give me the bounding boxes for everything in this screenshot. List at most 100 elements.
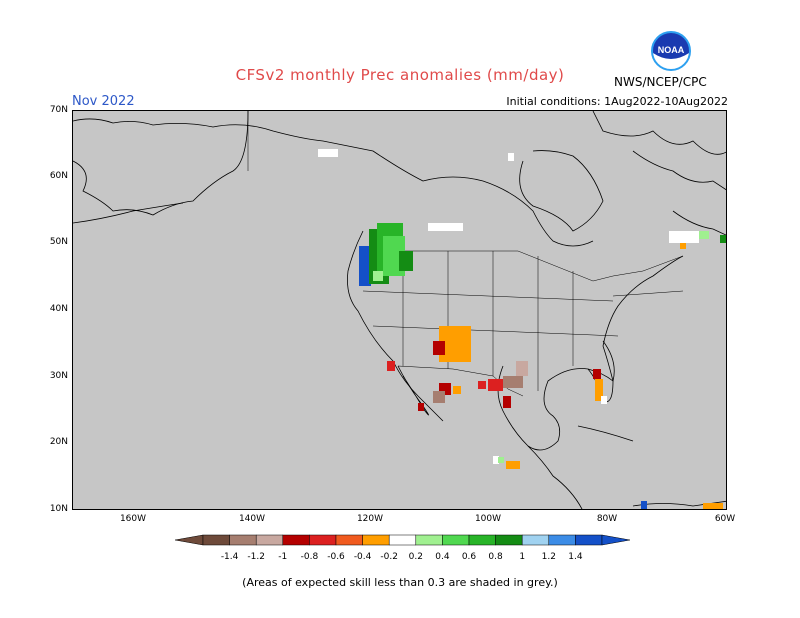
anomaly-cell: [641, 501, 647, 509]
anomaly-cell: [433, 341, 445, 355]
colorbar-tick-label: -0.2: [380, 552, 398, 562]
agency-label: NWS/NCEP/CPC: [614, 75, 707, 89]
lon-label: 160W: [119, 514, 147, 524]
anomaly-cell: [669, 231, 699, 243]
anomaly-cell: [387, 361, 395, 371]
coastline-baffin: [632, 150, 726, 191]
logo-text: NOAA: [658, 45, 685, 55]
lat-label: 40N: [49, 304, 68, 314]
initial-conditions: Initial conditions: 1Aug2022-10Aug2022: [506, 95, 728, 108]
colorbar-swatch: [202, 534, 230, 546]
map-svg: [73, 111, 726, 509]
coastline-east-us: [602, 255, 684, 347]
colorbar-swatch: [335, 534, 363, 546]
colorbar-swatch: [468, 534, 496, 546]
coastline-alaska-west: [73, 111, 249, 216]
anomaly-cell: [478, 381, 486, 389]
lon-label: 140W: [238, 514, 266, 524]
lat-label: 70N: [49, 105, 68, 115]
anomaly-cell: [399, 251, 413, 271]
colorbar-swatch: [575, 534, 603, 546]
footnote: (Areas of expected skill less than 0.3 a…: [242, 576, 558, 589]
colorbar-tick-label: 0.6: [462, 552, 477, 562]
colorbar-tick-label: 0.2: [409, 552, 423, 562]
coastline-aleutians: [73, 202, 184, 224]
colorbar-arrow-right: [601, 534, 630, 546]
anomaly-cell: [428, 223, 463, 231]
colorbar-tick-label: -0.8: [301, 552, 319, 562]
border-states-6: [362, 290, 614, 302]
colorbar-tick-label: -1: [278, 552, 287, 562]
anomaly-cell: [373, 271, 383, 281]
precip-anomalies: [318, 149, 726, 509]
coastline-gulf: [497, 340, 615, 451]
lon-label: 80W: [596, 514, 618, 524]
border-us-canada: [363, 250, 684, 282]
lat-label: 50N: [49, 237, 68, 247]
anomaly-cell: [601, 396, 607, 404]
colorbar-swatch: [362, 534, 390, 546]
coastline-hudson: [519, 150, 604, 232]
colorbar-swatch: [388, 534, 417, 546]
coastline-alaska: [73, 118, 594, 247]
colorbar-swatch: [309, 534, 337, 546]
lon-label: 120W: [356, 514, 384, 524]
colorbar-swatch: [495, 534, 523, 546]
border-states-8: [612, 290, 684, 297]
colorbar-tick-label: -0.4: [354, 552, 372, 562]
lat-label: 20N: [49, 437, 68, 447]
anomaly-cell: [699, 231, 709, 239]
forecast-month: Nov 2022: [72, 94, 135, 109]
border-states-7: [372, 325, 619, 337]
anomaly-cell: [508, 153, 514, 161]
coastline-cuba: [577, 425, 634, 442]
lon-label: 60W: [714, 514, 736, 524]
anomaly-cell: [703, 503, 723, 509]
anomaly-cell: [503, 376, 523, 388]
lon-label: 100W: [474, 514, 502, 524]
colorbar-swatch: [229, 534, 257, 546]
noaa-logo: NOAA: [651, 31, 691, 71]
colorbar-swatch: [255, 534, 284, 546]
anomaly-cell: [595, 379, 603, 401]
anomaly-cell: [488, 379, 503, 391]
anomaly-cell: [593, 369, 601, 379]
colorbar: -1.4 -1.2 -1 -0.8 -0.6 -0.4 -0.2 0.2 0.4 0.6 0.8 1 1…: [175, 534, 630, 562]
coastline-central-america: [527, 445, 583, 509]
colorbar-swatch: [415, 534, 443, 546]
anomaly-cell: [506, 461, 520, 469]
lat-label: 10N: [49, 504, 68, 514]
lat-label: 30N: [49, 371, 68, 381]
coastline-arctic: [592, 111, 726, 155]
colorbar-swatch: [282, 534, 310, 546]
anomaly-cell: [516, 361, 528, 376]
anomaly-cell: [359, 246, 371, 286]
colorbar-tick-label: 0.8: [488, 552, 503, 562]
coastline-labrador: [672, 210, 726, 236]
colorbar-tick-label: 1: [519, 552, 525, 562]
chart-title: CFSv2 monthly Prec anomalies (mm/day): [235, 66, 565, 84]
colorbar-tick-label: 0.4: [435, 552, 450, 562]
map-panel: [72, 110, 727, 510]
colorbar-tick-label: 1.4: [568, 552, 583, 562]
coastline-south-america: [632, 500, 726, 507]
colorbar-arrow-left: [175, 534, 204, 546]
colorbar-tick-label: -0.6: [327, 552, 345, 562]
anomaly-cell: [433, 391, 445, 403]
anomaly-cell: [720, 235, 726, 243]
coastline-baja: [397, 365, 429, 416]
colorbar-tick-label: 1.2: [542, 552, 556, 562]
colorbar-swatch: [521, 534, 550, 546]
colorbar-swatch: [548, 534, 576, 546]
anomaly-cell: [503, 396, 511, 408]
anomaly-cell: [680, 243, 686, 249]
anomaly-cell: [493, 456, 499, 464]
anomaly-cell: [453, 386, 461, 394]
anomaly-cell: [318, 149, 338, 157]
anomaly-cell: [418, 403, 424, 411]
lat-label: 60N: [49, 171, 68, 181]
coastline-west-us: [347, 230, 444, 422]
colorbar-tick-label: -1.2: [247, 552, 265, 562]
colorbar-tick-label: -1.4: [221, 552, 239, 562]
anomaly-cell: [498, 457, 504, 463]
